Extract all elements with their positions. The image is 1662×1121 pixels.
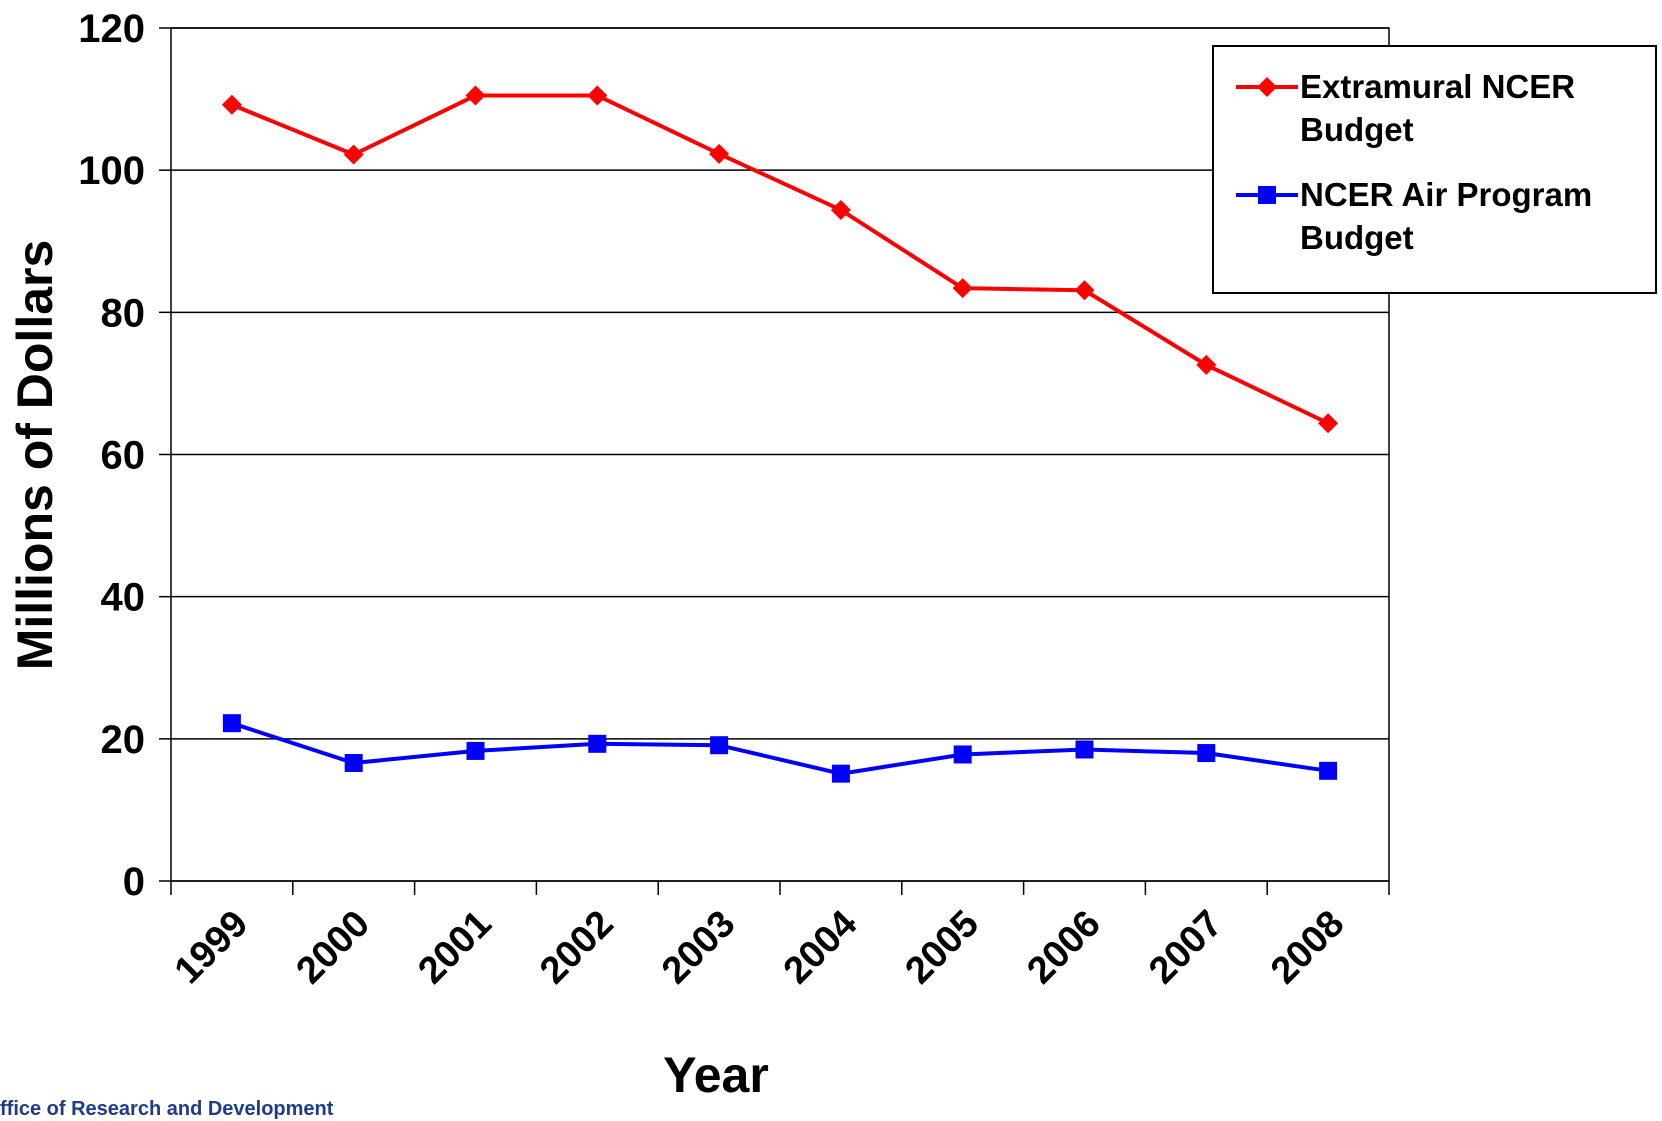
data-point [1318,413,1339,434]
legend-swatch [1236,186,1298,204]
x-axis-title: Year [663,1047,769,1103]
x-tick-label: 2008 [1263,903,1352,992]
legend-item: Extramural NCER Budget [1234,65,1645,151]
data-point [1197,744,1216,763]
x-tick-label: 2006 [1019,903,1108,992]
y-tick-label: 120 [78,7,145,51]
y-axis-title: Millions of Dollars [7,240,63,671]
x-tick-label: 2004 [776,903,865,992]
series-line [231,721,1329,776]
x-tick-label: 2005 [898,903,987,992]
data-point [1196,354,1217,375]
data-point [710,736,729,755]
data-point [709,143,730,164]
y-tick-label: 40 [101,576,146,620]
data-point [587,85,608,106]
data-point [222,714,241,733]
legend-item: NCER Air Program Budget [1234,173,1645,259]
series-line [231,93,1329,426]
data-point [830,199,851,220]
y-tick-label: 0 [123,860,145,904]
data-point [1074,280,1095,301]
x-tick-label: 2001 [410,903,499,992]
legend-label: NCER Air Program Budget [1300,176,1593,256]
legend-marker [1257,77,1277,97]
legend-swatch [1236,77,1298,97]
data-point [221,94,242,115]
y-tick-label: 20 [101,718,146,762]
y-tick-label: 60 [101,434,146,478]
x-tick-label: 1999 [167,903,256,992]
data-point [1075,740,1094,759]
data-point [466,741,485,760]
x-tick-label: 2002 [532,903,621,992]
x-tick-label: 2000 [289,903,378,992]
legend-marker [1258,186,1276,204]
legend-label: Extramural NCER Budget [1300,68,1576,148]
data-point [831,764,850,783]
data-point [465,85,486,106]
data-point [588,734,607,753]
data-point [952,278,973,299]
footer: ffice of Research and Development [0,1098,334,1120]
data-point [343,144,364,165]
x-tick-label: 2007 [1141,903,1230,992]
data-point [344,754,363,773]
legend: Extramural NCER Budget NCER Air Program B… [1212,45,1657,294]
data-point [953,745,972,764]
data-point [1319,761,1338,780]
y-tick-label: 80 [101,291,146,335]
x-tick-label: 2003 [654,903,743,992]
y-tick-label: 100 [78,149,145,193]
